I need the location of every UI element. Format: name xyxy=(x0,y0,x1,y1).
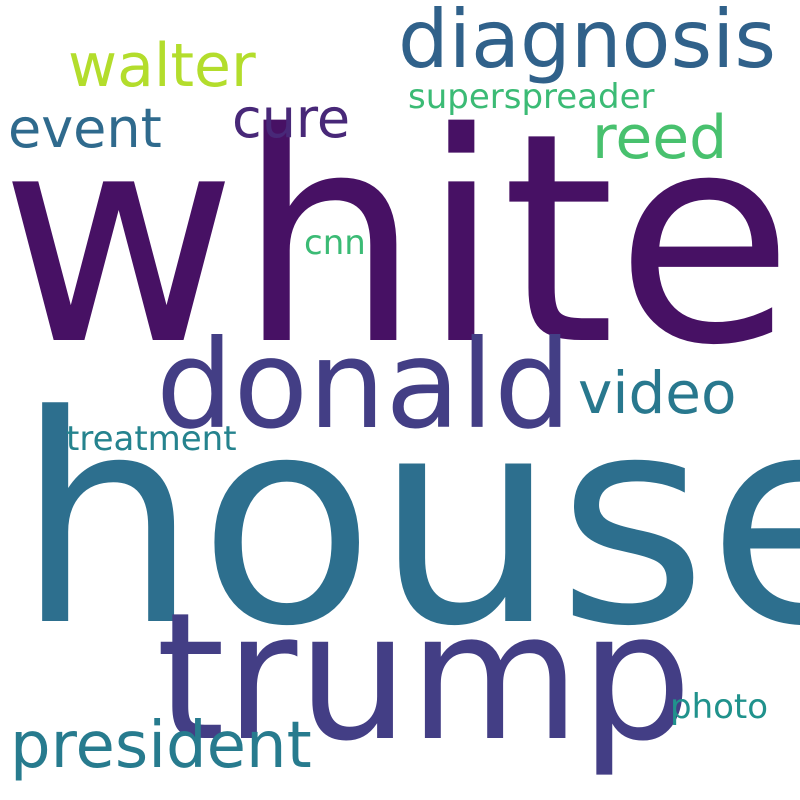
word-diagnosis: diagnosis xyxy=(398,0,777,86)
word-president: president xyxy=(10,709,312,783)
word-trump: trump xyxy=(156,575,693,780)
word-superspreader: superspreader xyxy=(408,77,655,117)
word-treatment: treatment xyxy=(66,419,237,459)
word-white: white xyxy=(0,72,794,409)
word-walter: walter xyxy=(68,31,256,101)
word-house: house xyxy=(16,354,800,689)
word-cure: cure xyxy=(232,87,351,150)
word-photo: photo xyxy=(670,687,769,727)
word-cnn: cnn xyxy=(304,223,366,263)
word-donald: donald xyxy=(156,314,572,456)
word-event: event xyxy=(8,97,162,160)
word-reed: reed xyxy=(592,103,728,173)
word-video: video xyxy=(578,359,737,427)
